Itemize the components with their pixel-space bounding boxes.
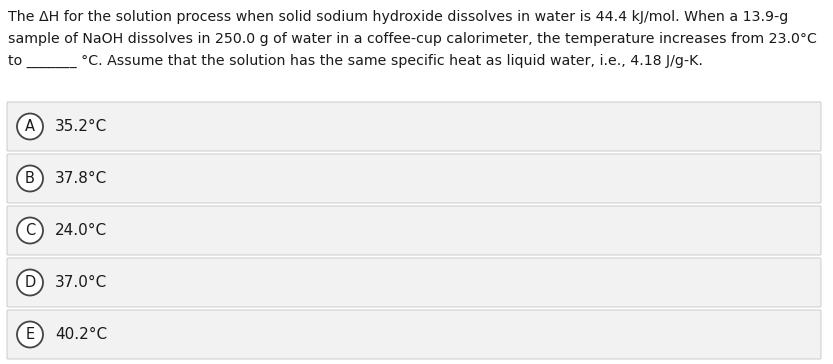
FancyBboxPatch shape (7, 206, 821, 255)
Circle shape (17, 321, 43, 348)
Circle shape (17, 114, 43, 139)
Circle shape (17, 269, 43, 296)
Text: 35.2°C: 35.2°C (55, 119, 107, 134)
FancyBboxPatch shape (7, 154, 821, 203)
Text: 37.0°C: 37.0°C (55, 275, 107, 290)
Text: C: C (25, 223, 35, 238)
FancyBboxPatch shape (7, 258, 821, 307)
Text: 37.8°C: 37.8°C (55, 171, 107, 186)
Text: B: B (25, 171, 35, 186)
Circle shape (17, 166, 43, 191)
Text: A: A (25, 119, 35, 134)
Text: sample of NaOH dissolves in 250.0 g of water in a coffee-cup calorimeter, the te: sample of NaOH dissolves in 250.0 g of w… (8, 32, 817, 46)
Text: The ΔH for the solution process when solid sodium hydroxide dissolves in water i: The ΔH for the solution process when sol… (8, 10, 788, 24)
Text: 40.2°C: 40.2°C (55, 327, 107, 342)
Text: 24.0°C: 24.0°C (55, 223, 107, 238)
Text: to _______ °C. Assume that the solution has the same specific heat as liquid wat: to _______ °C. Assume that the solution … (8, 54, 703, 68)
Circle shape (17, 218, 43, 244)
FancyBboxPatch shape (7, 310, 821, 359)
Text: E: E (26, 327, 34, 342)
FancyBboxPatch shape (7, 102, 821, 151)
Text: D: D (24, 275, 36, 290)
